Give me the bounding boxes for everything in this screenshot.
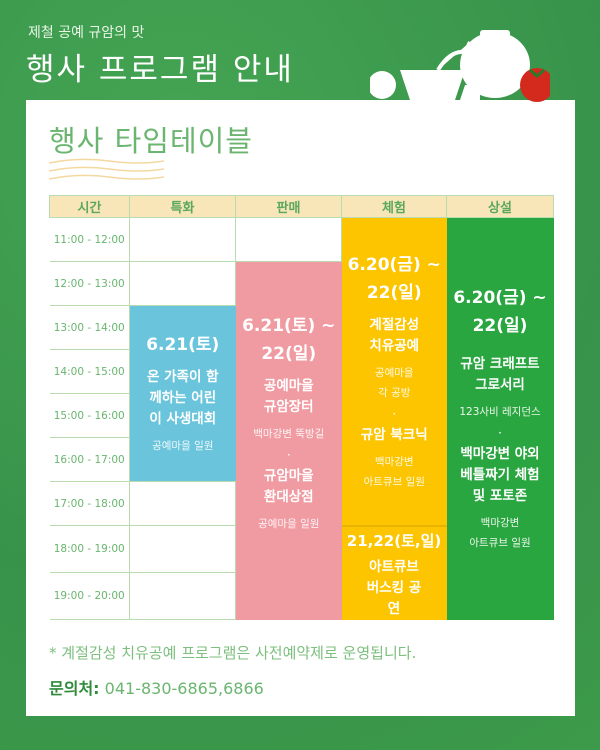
section-title: 행사 타임테이블 (49, 124, 253, 158)
table-row: 15:00 - 16:00 (49, 393, 554, 438)
table-row: 12:00 - 13:00 6.21(토) ~ 22(일) 공예마을 규암장터 … (49, 261, 554, 620)
event-date: 22(일) (472, 316, 528, 337)
event-name: 백마강변 야외 베틀짜기 체험 및 포토존 (460, 446, 540, 505)
header-subtitle: 제철 공예 규암의 맛 (28, 25, 145, 41)
column-header: 상설 (446, 195, 554, 218)
empty-cell (129, 217, 236, 262)
timetable: 시간 특화 판매 체험 상설 11:00 - 12:00 6.20(금) ~ 2… (49, 195, 554, 620)
event-name: 규암마을 환대상점 (263, 467, 314, 505)
table-row: 18:00 - 19:00 21,22(토,일) 아트큐브 버스킹 공연 (49, 524, 554, 620)
contact-label: 문의처: (49, 679, 100, 698)
event-name: 아트큐브 버스킹 공연 (366, 558, 422, 617)
contact-info: 문의처: 041-830-6865,6866 (49, 675, 264, 699)
sales-event-block: 6.21(토) ~ 22(일) 공예마을 규암장터 백마강변 뚝방길 · 규암마… (235, 261, 342, 620)
table-row: 19:00 - 20:00 (49, 572, 554, 620)
table-row: 17:00 - 18:00 (49, 481, 554, 526)
event-name: 공예마을 규암장터 (263, 377, 314, 415)
time-cell: 14:00 - 15:00 (49, 349, 130, 394)
table-row: 16:00 - 17:00 (49, 437, 554, 482)
event-place: 공예마을 일원 (152, 440, 214, 452)
special-event-block: 6.21(토) 온 가족이 함께하는 어린이 사생대회 공예마을 일원 (129, 305, 236, 482)
time-cell: 11:00 - 12:00 (49, 217, 130, 262)
header-row: 시간 특화 판매 체험 상설 (49, 195, 554, 218)
event-date: 22(일) (366, 282, 422, 303)
event-place: 아트큐브 일원 (363, 475, 425, 488)
event-name: 규암 크래프트 그로서리 (460, 356, 540, 394)
contact-phone: 041-830-6865,6866 (99, 679, 264, 698)
tomato-icon (520, 68, 550, 102)
event-date: 6.20(금) ~ (347, 254, 441, 275)
time-cell: 19:00 - 20:00 (49, 572, 130, 620)
page-title: 행사 프로그램 안내 (26, 52, 294, 88)
column-header: 특화 (129, 195, 236, 218)
time-cell: 12:00 - 13:00 (49, 261, 130, 306)
time-cell: 18:00 - 19:00 (49, 525, 130, 573)
empty-cell (235, 217, 342, 262)
experience-event-block: 6.20(금) ~ 22(일) 계절감성 치유공예 공예마을 각 공방 · 규암… (341, 217, 447, 526)
event-place: 공예마을 (374, 366, 414, 379)
separator-dot: · (498, 426, 502, 441)
busking-event-block: 21,22(토,일) 아트큐브 버스킹 공연 (341, 524, 447, 620)
event-place: 공예마을 일원 (258, 517, 320, 530)
table-row: 14:00 - 15:00 (49, 349, 554, 394)
event-name: 규암 북크닉 (360, 426, 428, 443)
event-name: 계절감성 치유공예 (369, 316, 420, 354)
event-place: 아트큐브 일원 (469, 537, 531, 550)
empty-cell (129, 525, 236, 573)
separator-dot: · (392, 406, 397, 421)
event-name: 온 가족이 함께하는 어린이 사생대회 (147, 369, 219, 427)
event-date: 6.21(토) (146, 335, 220, 355)
event-place: 123사비 레지던스 (459, 406, 541, 419)
event-date: 6.21(토) ~ (242, 315, 336, 336)
event-place: 백마강변 (374, 455, 414, 468)
event-date: 6.20(금) ~ (453, 288, 547, 309)
wave-lines-icon (49, 158, 164, 180)
column-header: 체험 (341, 195, 447, 218)
event-place: 백마강변 (480, 517, 520, 530)
time-cell: 15:00 - 16:00 (49, 393, 130, 438)
time-cell: 13:00 - 14:00 (49, 305, 130, 350)
empty-cell (129, 261, 236, 306)
separator-dot: · (286, 447, 291, 462)
permanent-event-block: 6.20(금) ~ 22(일) 규암 크래프트 그로서리 123사비 레지던스 … (446, 217, 554, 620)
time-cell: 16:00 - 17:00 (49, 437, 130, 482)
table-row: 13:00 - 14:00 6.21(토) 온 가족이 함께하는 어린이 사생대… (49, 305, 554, 482)
event-date: 22(일) (261, 343, 317, 364)
event-place: 백마강변 뚝방길 (253, 427, 325, 440)
event-date: 21,22(토,일) (346, 531, 442, 550)
column-header: 시간 (49, 195, 130, 218)
pottery-illustration-icon (370, 30, 550, 102)
reservation-note: * 계절감성 치유공예 프로그램은 사전예약제로 운영됩니다. (49, 644, 417, 662)
column-header: 판매 (235, 195, 342, 218)
empty-cell (129, 481, 236, 526)
empty-cell (129, 572, 236, 620)
event-place: 각 공방 (378, 386, 411, 399)
time-cell: 17:00 - 18:00 (49, 481, 130, 526)
table-row: 11:00 - 12:00 6.20(금) ~ 22(일) 계절감성 치유공예 … (49, 217, 554, 620)
